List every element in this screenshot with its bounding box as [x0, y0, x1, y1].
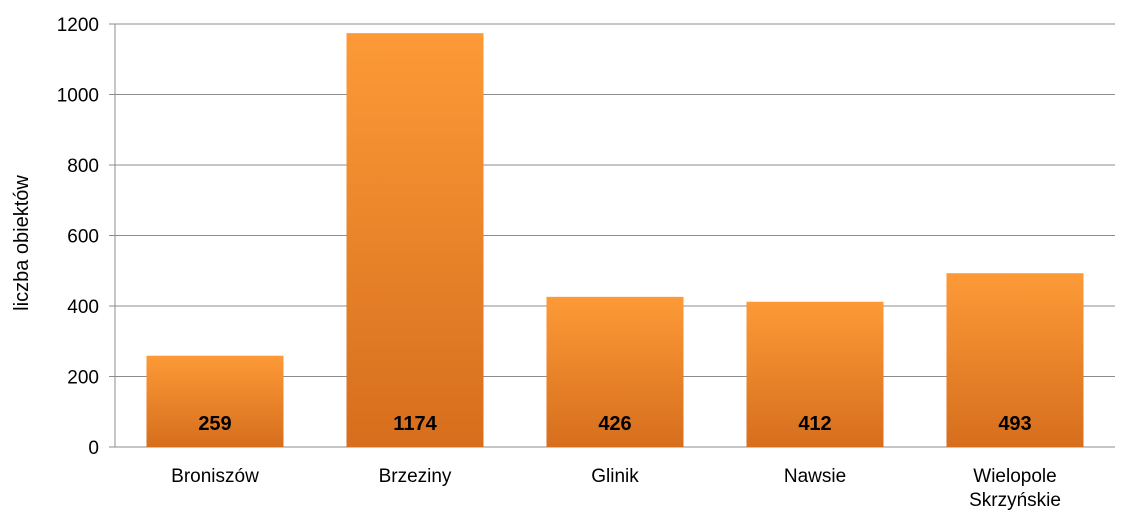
x-category-label: Wielopole Skrzyńskie — [969, 466, 1061, 511]
y-tick-label: 1200 — [57, 15, 99, 36]
x-category-label-line: Wielopole — [973, 466, 1056, 487]
bars — [147, 33, 1084, 447]
x-category-label-line: Brzeziny — [379, 466, 452, 487]
x-category-label-line: Skrzyńskie — [969, 490, 1061, 511]
data-label: 426 — [598, 413, 631, 435]
y-axis-ticks: 0 200 400 600 800 1000 1200 — [57, 15, 99, 459]
y-tick-label: 200 — [67, 368, 99, 389]
data-label: 412 — [798, 413, 831, 435]
data-label: 493 — [998, 413, 1031, 435]
x-axis-categories: Broniszów Brzeziny Glinik Nawsie Wielopole Sk… — [171, 466, 1061, 511]
x-category-label-line: Glinik — [591, 466, 639, 487]
y-tick-label: 1000 — [57, 86, 99, 107]
y-tick-label: 400 — [67, 297, 99, 318]
x-category-label: Brzeziny — [379, 466, 452, 487]
data-labels: 259 1174 426 412 493 — [198, 413, 1031, 435]
y-tick-label: 600 — [67, 227, 99, 248]
y-tick-label: 0 — [88, 438, 99, 459]
y-tick-label: 800 — [67, 156, 99, 177]
data-label: 1174 — [393, 413, 437, 435]
x-category-label: Broniszów — [171, 466, 259, 487]
x-category-label-line: Broniszów — [171, 466, 259, 487]
x-category-label-line: Nawsie — [784, 466, 846, 487]
data-label: 259 — [198, 413, 231, 435]
x-category-label: Nawsie — [784, 466, 846, 487]
y-axis-label: liczba obiektów — [11, 175, 33, 311]
bar — [347, 33, 484, 447]
x-category-label: Glinik — [591, 466, 639, 487]
